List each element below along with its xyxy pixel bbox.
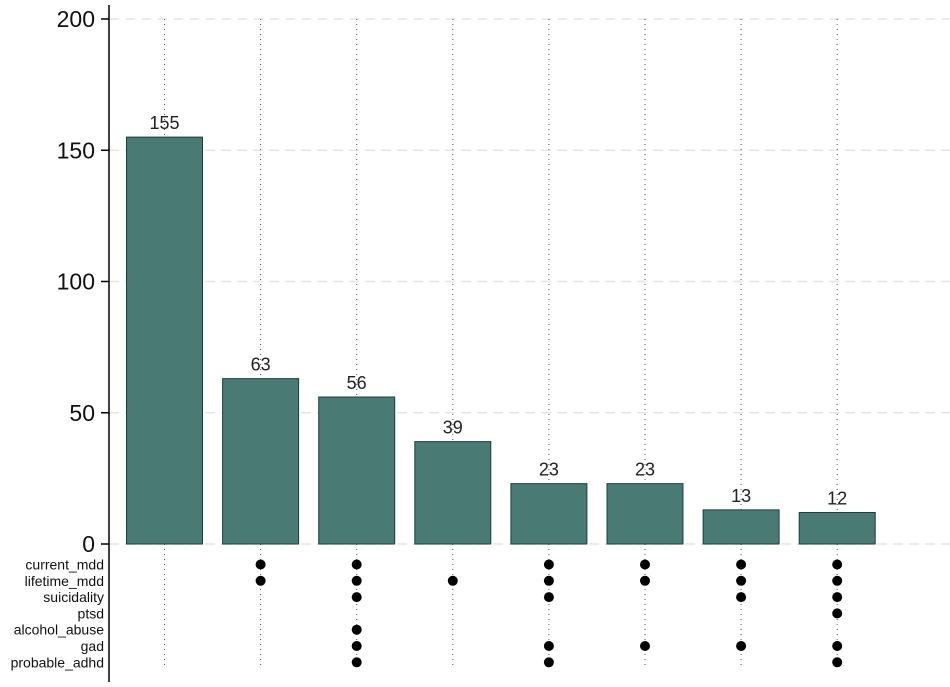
membership-dot bbox=[543, 657, 554, 668]
membership-dot bbox=[640, 575, 650, 586]
set-label: gad bbox=[81, 638, 104, 654]
bar-value-label: 155 bbox=[149, 113, 179, 133]
set-label: current_mdd bbox=[25, 557, 104, 573]
set-label: lifetime_mdd bbox=[25, 573, 104, 589]
membership-dot bbox=[351, 657, 362, 668]
membership-dot bbox=[351, 624, 362, 635]
bar-value-label: 12 bbox=[827, 489, 847, 509]
membership-dot bbox=[543, 575, 554, 586]
membership-dots bbox=[255, 559, 843, 668]
set-labels: current_mddlifetime_mddsuicidalityptsdal… bbox=[11, 557, 105, 671]
membership-dot bbox=[832, 641, 843, 651]
set-label: ptsd bbox=[78, 605, 104, 621]
bar bbox=[798, 512, 876, 545]
bar bbox=[606, 483, 684, 545]
membership-dot bbox=[447, 575, 458, 586]
y-axis: 0 50 100 150 200 bbox=[57, 5, 110, 682]
bar-value-label: 13 bbox=[731, 486, 751, 506]
membership-dot bbox=[255, 559, 266, 570]
bars bbox=[126, 136, 876, 545]
membership-dot bbox=[351, 592, 362, 603]
bar-value-label: 63 bbox=[251, 355, 271, 375]
membership-dot bbox=[543, 641, 554, 651]
membership-dot bbox=[832, 575, 843, 586]
membership-dot bbox=[832, 559, 843, 570]
set-label: suicidality bbox=[43, 589, 104, 605]
membership-dot bbox=[640, 641, 650, 651]
column-guide-lines bbox=[164, 19, 838, 666]
membership-dot bbox=[351, 641, 362, 651]
membership-dot bbox=[640, 559, 650, 570]
membership-dot bbox=[255, 575, 266, 586]
membership-dot bbox=[736, 592, 747, 603]
bar bbox=[318, 396, 396, 545]
bar-value-label: 56 bbox=[347, 373, 367, 393]
y-tick-label: 200 bbox=[57, 6, 95, 32]
membership-dot bbox=[832, 657, 843, 668]
bar-value-labels: 155 63 56 39 23 23 13 12 bbox=[149, 113, 847, 508]
bar-value-label: 23 bbox=[635, 460, 655, 480]
set-label: alcohol_abuse bbox=[14, 622, 105, 638]
membership-dot bbox=[351, 559, 362, 570]
y-tick-label: 0 bbox=[82, 531, 95, 557]
bar bbox=[702, 509, 780, 545]
membership-dot bbox=[736, 559, 747, 570]
bar-value-label: 23 bbox=[539, 460, 559, 480]
bar bbox=[222, 378, 300, 545]
bar-value-label: 39 bbox=[443, 418, 463, 438]
membership-dot bbox=[736, 575, 747, 586]
membership-dot bbox=[351, 575, 362, 586]
bar bbox=[510, 483, 588, 545]
bar bbox=[126, 136, 203, 545]
y-tick-label: 100 bbox=[57, 269, 95, 295]
membership-dot bbox=[832, 592, 843, 603]
membership-dot bbox=[543, 559, 554, 570]
bar bbox=[414, 441, 492, 545]
membership-dot bbox=[736, 641, 747, 651]
set-label: probable_adhd bbox=[11, 654, 104, 670]
membership-dot bbox=[543, 592, 554, 603]
y-tick-label: 150 bbox=[57, 137, 95, 163]
y-tick-label: 50 bbox=[69, 400, 95, 426]
membership-dot bbox=[832, 608, 843, 619]
